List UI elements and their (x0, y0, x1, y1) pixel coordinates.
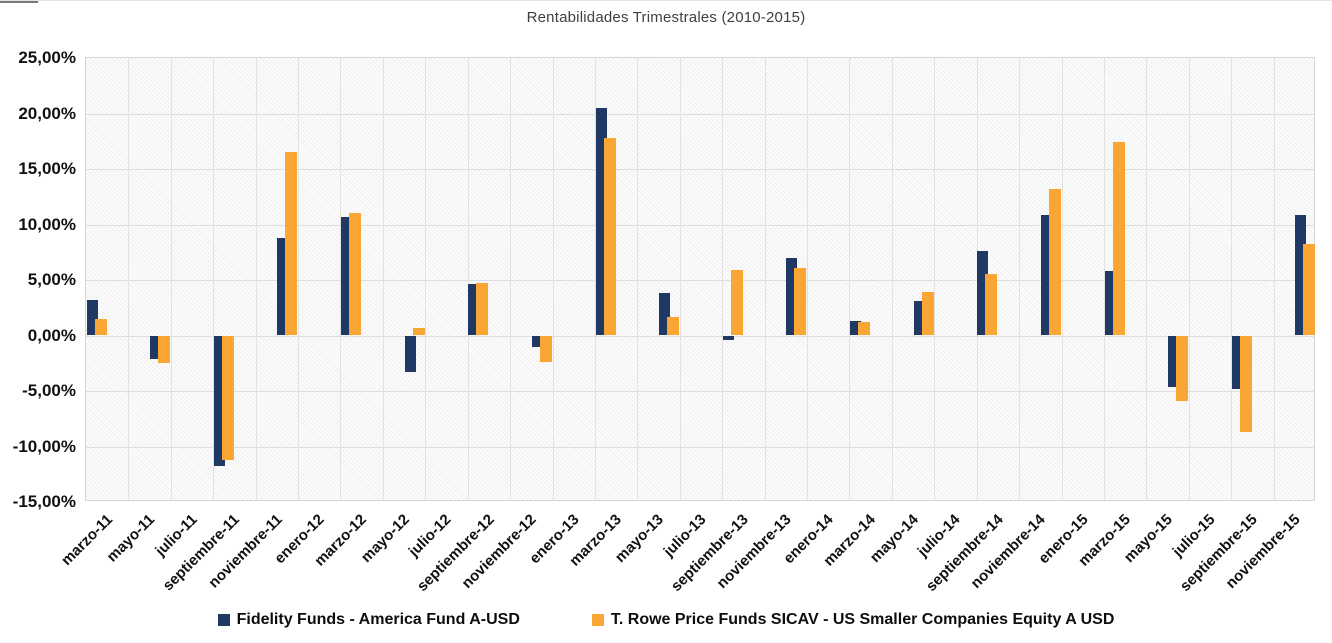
gridline-vertical (382, 58, 384, 500)
bar-fidelity-diciembre-12 (531, 335, 543, 347)
bar-fidelity-marzo-15 (1104, 271, 1116, 336)
bar-trowe-septiembre-12 (476, 283, 489, 336)
gridline-vertical (637, 58, 639, 500)
legend-swatch-icon (591, 614, 604, 626)
gridline-vertical (849, 58, 851, 500)
gridline-vertical (170, 58, 172, 500)
gridline-vertical (679, 58, 681, 500)
bar-trowe-diciembre-12 (539, 335, 552, 363)
bar-fidelity-marzo-12 (341, 216, 353, 336)
gridline-vertical (1231, 58, 1233, 500)
gridline-horizontal (86, 224, 1314, 226)
bar-fidelity-diciembre-15 (1295, 214, 1307, 336)
x-axis-label: noviembre-14 (967, 511, 1049, 592)
gridline-vertical (128, 58, 130, 500)
gridline-vertical (213, 58, 215, 500)
gridline-horizontal (86, 391, 1314, 392)
legend-swatch-icon (217, 614, 230, 626)
gridline-vertical (467, 58, 469, 500)
gridline-vertical (255, 58, 257, 500)
gridline-vertical (594, 58, 596, 500)
legend-item-fidelity: Fidelity Funds - America Fund A-USD (217, 611, 520, 629)
bar-trowe-septiembre-13 (730, 270, 743, 336)
gridline-horizontal (86, 335, 1314, 337)
gridline-vertical (934, 58, 936, 500)
gridline-horizontal (86, 113, 1314, 115)
bar-trowe-marzo-15 (1112, 142, 1125, 336)
gridline-vertical (807, 58, 809, 500)
x-axis-label: noviembre-15 (1222, 511, 1304, 592)
bar-fidelity-marzo-14 (850, 321, 862, 336)
gridline-vertical (1103, 58, 1105, 500)
bar-fidelity-diciembre-14 (1040, 214, 1052, 336)
bar-trowe-septiembre-14 (985, 274, 998, 336)
bar-trowe-junio-12 (412, 327, 425, 336)
bar-trowe-junio-13 (667, 316, 680, 336)
legend-item-trowe: T. Rowe Price Funds SICAV - US Smaller C… (591, 611, 1115, 629)
bar-trowe-marzo-13 (603, 137, 616, 336)
bar-fidelity-septiembre-14 (977, 251, 989, 336)
bar-trowe-septiembre-11 (221, 335, 234, 460)
gridline-vertical (340, 58, 342, 500)
bar-fidelity-marzo-11 (86, 299, 98, 336)
bar-fidelity-septiembre-13 (722, 335, 734, 340)
gridline-horizontal (86, 169, 1314, 170)
bar-fidelity-diciembre-11 (277, 237, 289, 336)
gridline-vertical (510, 58, 512, 500)
bar-trowe-diciembre-14 (1048, 188, 1061, 336)
bar-fidelity-septiembre-11 (213, 335, 225, 467)
bar-trowe-marzo-12 (349, 213, 362, 336)
bar-fidelity-junio-12 (404, 335, 416, 373)
gridline-vertical (764, 58, 766, 500)
bar-fidelity-diciembre-13 (786, 257, 798, 336)
bar-fidelity-junio-13 (659, 293, 671, 336)
y-axis-label: -15,00% (12, 492, 76, 511)
legend-label: T. Rowe Price Funds SICAV - US Smaller C… (610, 611, 1115, 628)
y-axis-label: 25,00% (18, 48, 76, 67)
gridline-vertical (1061, 58, 1063, 500)
gridline-vertical (552, 58, 554, 500)
bar-trowe-diciembre-15 (1303, 244, 1316, 336)
x-axis-label: noviembre-12 (458, 511, 540, 592)
bar-trowe-diciembre-11 (285, 152, 298, 336)
gridline-horizontal (86, 280, 1314, 281)
bar-trowe-marzo-11 (94, 318, 107, 336)
gridline-vertical (891, 58, 893, 500)
gridline-vertical (722, 58, 724, 500)
gridline-horizontal (86, 446, 1314, 448)
bar-fidelity-junio-14 (913, 301, 925, 336)
bar-trowe-marzo-14 (858, 322, 871, 336)
chart-frame-accent (0, 1, 38, 3)
chart-title: Rentabilidades Trimestrales (2010-2015) (526, 9, 806, 26)
gridline-vertical (1146, 58, 1148, 500)
y-axis-label: 0,00% (27, 325, 76, 345)
bar-fidelity-junio-11 (150, 335, 162, 359)
y-axis-label: 5,00% (27, 270, 76, 289)
gridline-vertical (1273, 58, 1275, 500)
bar-trowe-junio-15 (1176, 335, 1189, 401)
y-axis-label: 20,00% (18, 103, 76, 123)
legend: Fidelity Funds - America Fund A-USD T. Ro… (0, 611, 1332, 629)
gridline-vertical (1019, 58, 1021, 500)
gridline-vertical (298, 58, 300, 500)
bar-fidelity-septiembre-12 (468, 284, 480, 336)
gridline-vertical (1188, 58, 1190, 500)
y-axis-label: -10,00% (12, 436, 76, 456)
gridline-vertical (425, 58, 427, 500)
gridline-vertical (976, 58, 978, 500)
y-axis-label: 15,00% (18, 159, 76, 178)
bar-fidelity-marzo-13 (595, 107, 607, 336)
bar-trowe-diciembre-13 (794, 267, 807, 336)
bar-fidelity-septiembre-15 (1231, 335, 1243, 389)
y-axis-label: 10,00% (18, 214, 76, 234)
x-axis-label: marzo-11 (57, 511, 116, 570)
bar-trowe-junio-11 (158, 335, 171, 364)
bar-fidelity-junio-15 (1168, 335, 1180, 387)
legend-label: Fidelity Funds - America Fund A-USD (236, 611, 520, 628)
bar-trowe-junio-14 (921, 292, 934, 336)
y-axis-label: -5,00% (22, 381, 76, 400)
plot-area (85, 57, 1316, 501)
bar-trowe-septiembre-15 (1239, 335, 1252, 433)
